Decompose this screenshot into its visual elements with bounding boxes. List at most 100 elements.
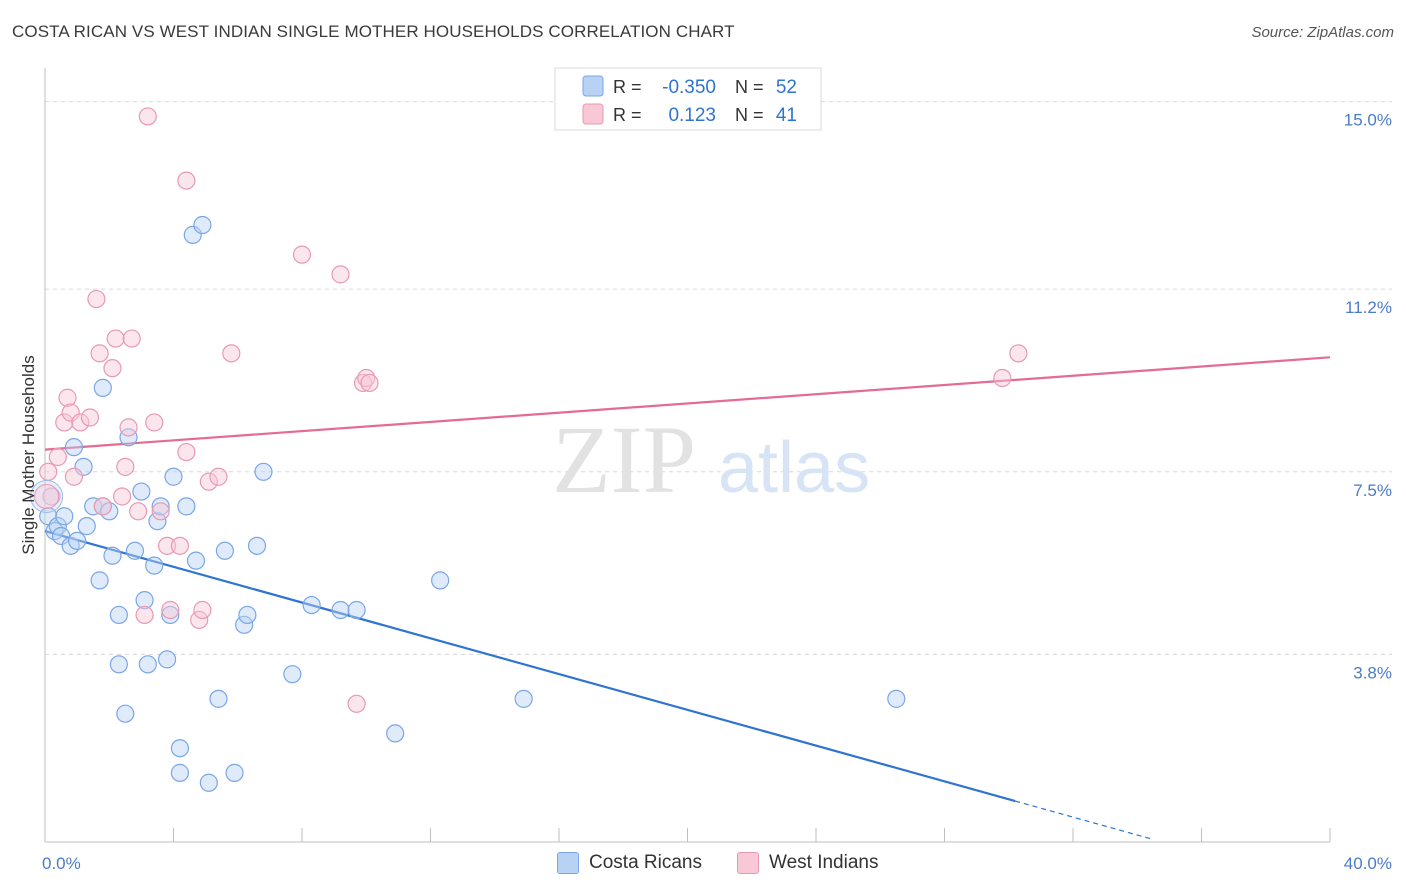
point-costa-ricans [138,655,157,674]
point-costa-ricans [431,571,450,590]
y-tick-label: 11.2% [1345,298,1392,317]
point-costa-ricans [235,615,254,634]
tick-labels: 3.8% 7.5% 11.2% 15.0% 0.0% 40.0% [42,111,1392,873]
point-west-indians [331,265,350,284]
point-west-indians [87,289,106,309]
point-west-indians [48,447,67,467]
legend-label-costa-ricans: Costa Ricans [589,852,702,873]
point-west-indians [199,472,218,491]
point-west-indians [112,487,132,506]
y-tick-label: 7.5% [1353,481,1392,500]
point-costa-ricans [215,541,234,560]
trendline-west-indians [44,356,1331,451]
point-west-indians [292,245,312,264]
point-costa-ricans [247,536,267,555]
point-costa-ricans-cluster [30,479,64,513]
point-costa-ricans [186,551,206,570]
point-costa-ricans [193,215,212,235]
legend-n-value-1: 52 [776,77,797,98]
point-west-indians [103,359,122,378]
point-west-indians [222,344,241,363]
data-points [30,107,1028,792]
legend-n-value-2: 41 [776,105,797,126]
legend-top: R = -0.350 N = 52 R = 0.123 N = 41 [554,67,822,131]
x-tick-label: 40.0% [1344,854,1392,873]
point-west-indians [55,413,74,432]
point-costa-ricans [151,497,170,516]
point-costa-ricans [386,724,405,743]
point-west-indians [129,502,148,521]
point-costa-ricans [183,225,202,244]
y-axis-label: Single Mother Households [19,355,38,554]
source-label: Source: ZipAtlas.com [1251,24,1394,41]
point-costa-ricans [331,600,350,620]
point-west-indians [119,418,138,437]
legend-bottom: Costa Ricans West Indians [0,852,1406,876]
point-west-indians [138,107,157,126]
point-west-indians [42,487,61,506]
point-costa-ricans [347,600,366,620]
point-west-indians [116,457,135,476]
watermark-zip: ZIP [552,406,696,513]
point-costa-ricans [125,541,145,560]
point-west-indians [353,373,373,393]
point-costa-ricans [119,428,138,447]
legend-r-value-1: -0.350 [662,77,716,98]
point-west-indians [993,368,1012,388]
legend-r-label-2: R = [613,105,642,125]
point-costa-ricans [199,773,218,792]
point-west-indians [90,344,109,363]
point-west-indians [193,600,212,620]
point-west-indians [151,502,170,521]
point-costa-ricans [283,665,302,684]
grid-lines [45,101,1392,655]
trend-lines [44,356,1331,841]
y-tick-label: 15.0% [1344,111,1392,130]
legend-swatch-costa-ricans [582,75,604,97]
point-west-indians [177,442,196,462]
point-costa-ricans [887,689,906,708]
point-west-indians [122,329,141,348]
x-tick-label: 0.0% [42,854,81,873]
watermark: ZIP atlas [552,406,870,513]
trendline-costa-ricans [44,529,1016,803]
point-costa-ricans [135,591,154,610]
legend-item-west-indians: West Indians [737,852,878,874]
axes [44,68,1331,843]
point-west-indians-cluster [34,483,60,509]
point-west-indians [58,388,77,407]
point-costa-ricans [254,462,273,481]
point-costa-ricans [109,605,128,625]
chart-title: COSTA RICAN VS WEST INDIAN SINGLE MOTHER… [12,22,735,41]
point-costa-ricans [157,650,177,669]
point-west-indians [61,403,80,422]
point-costa-ricans [64,438,84,457]
point-west-indians [106,329,125,348]
legend-swatch-west-indians [582,103,604,125]
point-west-indians [1009,344,1028,363]
point-costa-ricans [103,546,122,565]
point-west-indians [177,171,196,190]
point-costa-ricans [514,689,533,708]
point-west-indians [209,467,228,486]
point-costa-ricans [132,482,151,501]
point-costa-ricans [161,605,180,625]
legend-n-label-2: N = [735,105,764,125]
legend-swatch-pink [737,852,759,874]
point-west-indians [360,373,379,393]
point-costa-ricans [145,556,164,575]
point-costa-ricans [74,457,93,476]
point-costa-ricans [55,507,74,526]
point-costa-ricans [225,763,244,782]
trendline-costa-ricans-extension [1015,800,1154,841]
point-costa-ricans [164,467,183,486]
point-west-indians [161,600,180,620]
point-costa-ricans [116,704,135,723]
point-west-indians [347,694,366,713]
point-west-indians [39,462,58,481]
point-west-indians [190,610,209,629]
point-west-indians [93,497,112,516]
legend-label-west-indians: West Indians [769,852,879,873]
point-west-indians [157,536,177,555]
